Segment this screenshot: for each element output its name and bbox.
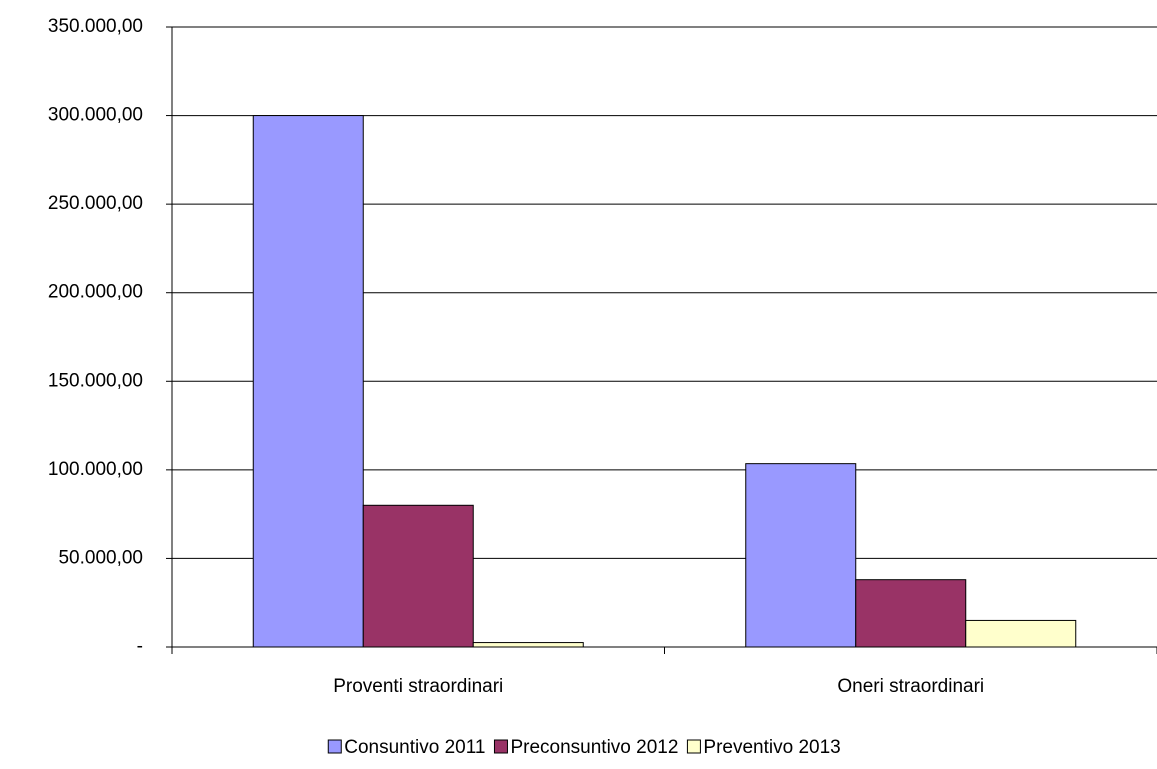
x-tick-label: Oneri straordinari: [837, 676, 984, 697]
y-tick-label: 150.000,00: [48, 370, 143, 391]
bar: [252, 115, 364, 648]
bar: [855, 579, 967, 648]
legend-swatch: [493, 739, 508, 754]
y-tick-label: 350.000,00: [48, 16, 143, 37]
legend-label: Consuntivo 2011: [344, 737, 485, 758]
legend-swatch: [686, 739, 701, 754]
y-tick-label: 200.000,00: [48, 282, 143, 303]
x-tick-label: Proventi straordinari: [333, 676, 503, 697]
bar: [362, 504, 474, 648]
legend-swatch: [327, 739, 342, 754]
y-tick-label: 50.000,00: [58, 547, 143, 568]
bar: [472, 642, 584, 648]
y-tick-label: 300.000,00: [48, 105, 143, 126]
y-tick-label: -: [137, 636, 143, 657]
bar: [965, 619, 1077, 648]
bar: [745, 463, 857, 648]
legend-label: Preconsuntivo 2012: [510, 737, 678, 758]
legend: Consuntivo 2011 Preconsuntivo 2012 Prevent…: [327, 737, 841, 758]
y-tick-label: 250.000,00: [48, 193, 143, 214]
y-tick-label: 100.000,00: [48, 459, 143, 480]
legend-label: Preventivo 2013: [703, 737, 840, 758]
